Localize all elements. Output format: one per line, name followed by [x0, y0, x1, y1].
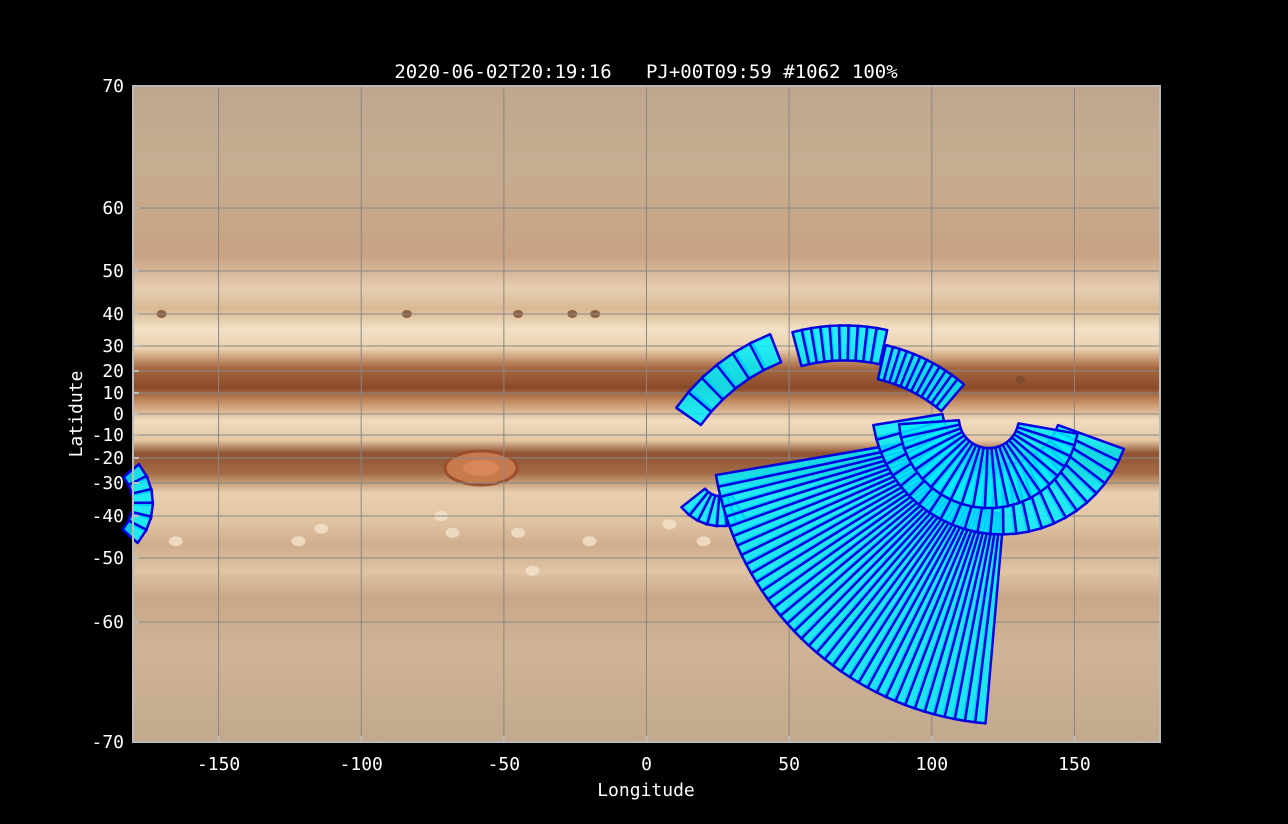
- x-axis-label: Longitude: [597, 780, 695, 801]
- x-tick-labels: -150 -100 -50 0 50 100 150: [197, 736, 1091, 775]
- y-tick-label: -10: [91, 425, 124, 446]
- y-tick-label: 10: [102, 383, 124, 404]
- x-tick-label: -150: [197, 754, 240, 775]
- dark-spot: [1015, 375, 1026, 384]
- y-tick-label: 50: [102, 261, 124, 282]
- y-tick-label: -30: [91, 473, 124, 494]
- x-tick-label: 0: [641, 754, 652, 775]
- x-tick-label: -50: [488, 754, 521, 775]
- oval-spot: [525, 565, 540, 576]
- y-tick-label: -70: [91, 732, 124, 753]
- great-red-spot-core: [463, 460, 500, 476]
- x-tick-label: 50: [778, 754, 800, 775]
- oval-spot: [291, 536, 306, 547]
- footprint-north-b: [869, 326, 889, 366]
- chart-title: 2020-06-02T20:19:16 PJ+00T09:59 #1062 10…: [394, 61, 898, 83]
- y-tick-label: -20: [91, 448, 124, 469]
- oval-spot: [662, 519, 677, 530]
- oval-spot: [696, 536, 711, 547]
- y-tick-label: -40: [91, 506, 124, 527]
- x-tick-label: 100: [916, 754, 949, 775]
- y-tick-label: 40: [102, 304, 124, 325]
- y-tick-label: -60: [91, 612, 124, 633]
- oval-spot: [445, 527, 460, 538]
- oval-spot: [168, 536, 183, 547]
- footprint-south-small: [680, 487, 710, 517]
- footprint-north-a: [748, 332, 783, 372]
- footprint-large-top: [897, 418, 961, 439]
- x-tick-label: -100: [340, 754, 383, 775]
- y-axis-label: Latidute: [66, 371, 87, 458]
- y-tick-label: 30: [102, 336, 124, 357]
- footprint-left-edge: [121, 519, 148, 545]
- oval-spot: [314, 523, 329, 534]
- y-tick-label: -50: [91, 548, 124, 569]
- y-tick-label: 0: [113, 404, 124, 425]
- footprint-series: [121, 324, 1126, 725]
- y-tick-label: 20: [102, 361, 124, 382]
- x-tick-label: 150: [1058, 754, 1091, 775]
- oval-spot: [582, 536, 597, 547]
- oval-spot: [511, 527, 526, 538]
- footprint-north-c: [934, 377, 966, 413]
- y-tick-label: 70: [102, 76, 124, 97]
- y-tick-label: 60: [102, 198, 124, 219]
